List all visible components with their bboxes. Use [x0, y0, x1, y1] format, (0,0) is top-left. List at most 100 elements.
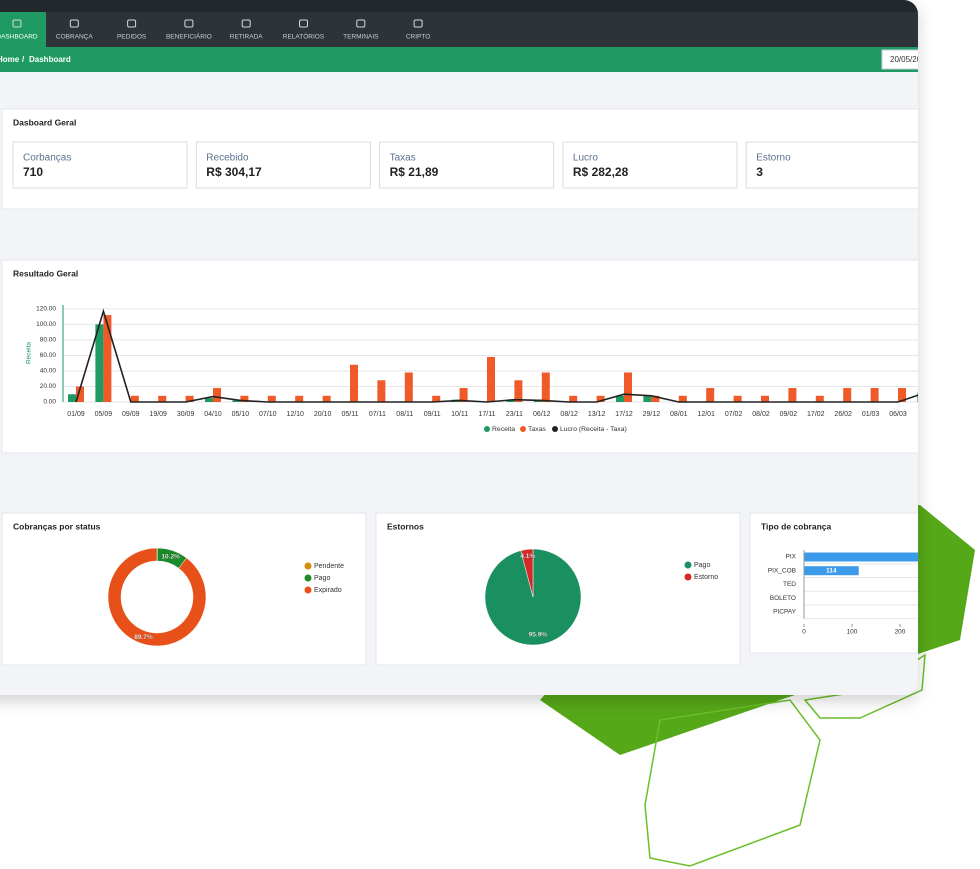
- value-label: 95.9%: [529, 631, 548, 638]
- x-tick-label: 0: [802, 629, 806, 636]
- nav-icon: [241, 19, 251, 28]
- legend-marker: [304, 562, 312, 570]
- bar: [158, 395, 167, 402]
- nav-item[interactable]: RELATÓRIOS: [283, 32, 325, 41]
- bar: [733, 395, 742, 402]
- card-title: Cobranças por status: [13, 521, 101, 531]
- breadcrumb-item: Dashboard: [29, 55, 71, 64]
- navbar: [0, 12, 918, 47]
- x-tick-label: 10/11: [451, 411, 468, 418]
- bar: [917, 392, 918, 402]
- bar: [596, 395, 605, 402]
- x-tick-label: 07/10: [259, 411, 277, 418]
- bar: [843, 388, 852, 402]
- breadcrumb-separator: /: [22, 55, 25, 64]
- y-tick-label: 40.00: [40, 368, 57, 375]
- nav-icon: [127, 19, 137, 28]
- legend-label[interactable]: Pago: [694, 562, 710, 569]
- nav-item[interactable]: COBRANÇA: [56, 34, 94, 41]
- bar: [569, 395, 578, 402]
- bar: [232, 400, 241, 402]
- legend-label[interactable]: Pendente: [314, 563, 344, 570]
- bar: [377, 380, 386, 402]
- date-input[interactable]: [881, 49, 932, 70]
- legend-label[interactable]: Receita: [492, 426, 515, 433]
- x-tick-label: 200: [895, 629, 906, 636]
- bar: [130, 395, 139, 402]
- bar: [240, 395, 249, 402]
- bar: [898, 388, 906, 402]
- nav-item[interactable]: PEDIDOS: [117, 34, 147, 41]
- x-tick-label: 08/12: [560, 411, 578, 418]
- stat-value: 710: [23, 165, 43, 179]
- x-tick-label: 07/11: [369, 411, 386, 418]
- breadcrumb-item[interactable]: Home: [0, 55, 20, 64]
- legend-label[interactable]: Taxas: [528, 426, 546, 433]
- bar: [350, 364, 358, 402]
- stat-value: R$ 21,89: [390, 165, 439, 179]
- y-tick-label: 120.00: [36, 306, 56, 313]
- y-tick-label: 20.00: [40, 383, 57, 390]
- value-label: 114: [826, 567, 837, 574]
- x-tick-label: 07/02: [725, 411, 743, 418]
- bar: [541, 372, 550, 402]
- y-tick-label: 100.00: [36, 321, 56, 328]
- y-tick-label: BOLETO: [770, 595, 796, 602]
- legend-label[interactable]: Estorno: [694, 574, 718, 581]
- bar: [761, 395, 769, 402]
- legend-marker: [552, 426, 558, 432]
- x-tick-label: 19/09: [149, 411, 167, 418]
- y-tick-label: 80.00: [40, 337, 57, 344]
- x-tick-label: 06/12: [533, 411, 551, 418]
- x-tick-label: 17/11: [479, 411, 496, 418]
- bar: [103, 315, 112, 402]
- nav-item[interactable]: RETIRADA: [230, 34, 264, 41]
- nav-item[interactable]: BENEFICIÁRIO: [166, 32, 212, 41]
- y-tick-label: PIX_COB: [768, 567, 796, 574]
- legend-label[interactable]: Pago: [314, 575, 330, 582]
- y-tick-label: 0.00: [43, 399, 56, 406]
- nav-item[interactable]: CRIPTO: [406, 34, 430, 41]
- bar: [205, 398, 213, 402]
- x-tick-label: 26/02: [834, 411, 852, 418]
- card: [1, 512, 367, 666]
- stat-label: Recebido: [206, 153, 249, 164]
- legend-marker: [684, 573, 692, 581]
- card-title: Resultado Geral: [13, 268, 78, 278]
- stat-label: Taxas: [390, 153, 416, 164]
- bar: [804, 552, 918, 562]
- card: [1, 259, 918, 454]
- x-tick-label: 01/03: [862, 411, 880, 418]
- nav-icon: [69, 19, 79, 28]
- legend-label[interactable]: Lucro (Receita - Taxa): [560, 426, 627, 433]
- x-tick-label: 13/12: [588, 411, 606, 418]
- legend-marker: [520, 426, 526, 432]
- card: [749, 512, 918, 654]
- nav-item[interactable]: DASHBOARD: [0, 34, 38, 41]
- x-tick-label: 04/10: [204, 411, 222, 418]
- stat-box: [12, 141, 188, 189]
- window-top: [0, 0, 918, 12]
- x-tick-label: 29/12: [643, 411, 661, 418]
- bar: [678, 395, 687, 402]
- nav-active: [0, 12, 46, 47]
- bar: [487, 356, 495, 402]
- y-axis-label: Receita: [26, 342, 33, 364]
- bar: [322, 395, 331, 402]
- nav-icon: [413, 19, 423, 28]
- bar: [514, 380, 523, 402]
- bar: [76, 386, 84, 402]
- x-tick-label: 08/02: [752, 411, 770, 418]
- stat-label: Lucro: [573, 153, 598, 164]
- nav-item[interactable]: TERMINAIS: [343, 34, 379, 41]
- y-tick-label: PICPAY: [773, 609, 797, 616]
- bar: [95, 324, 104, 402]
- x-tick-label: 12/01: [697, 411, 715, 418]
- bar: [68, 394, 76, 402]
- legend-label[interactable]: Expirado: [314, 587, 342, 594]
- legend-marker: [304, 586, 312, 594]
- slice: [520, 548, 534, 598]
- x-tick-label: 17/02: [807, 411, 825, 418]
- x-tick-label: 12/10: [286, 411, 304, 418]
